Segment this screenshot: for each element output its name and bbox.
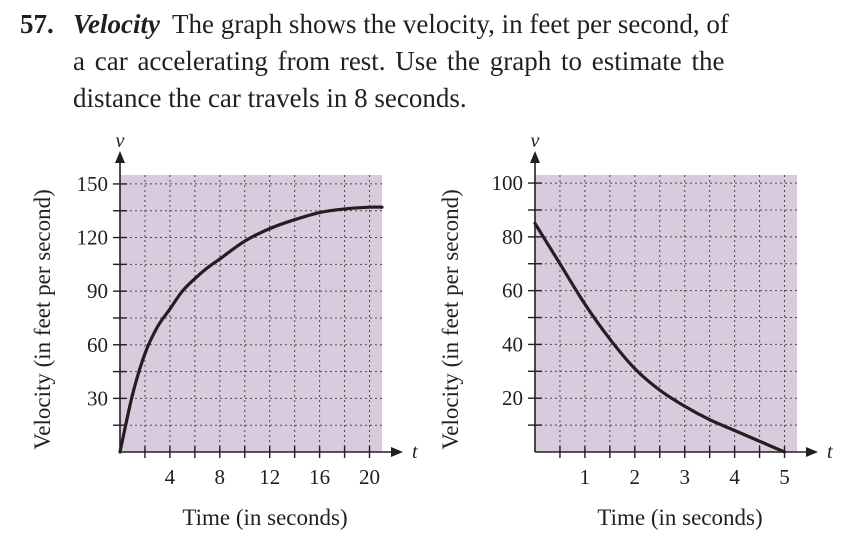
- x-axis-title: Time (in seconds): [597, 505, 762, 530]
- y-tick-label: 60: [502, 279, 523, 303]
- velocity-curve: [533, 221, 787, 454]
- chart-2: 1 2 3 4 5 20 40 60 80 100 t v Time (in seconds) Veloc…: [438, 130, 833, 530]
- plot-area: [120, 175, 382, 452]
- x-tick-label: 1: [580, 465, 591, 489]
- y-axis-arrow: [530, 151, 540, 163]
- y-tick-label: 90: [87, 279, 108, 303]
- velocity-curve: [118, 205, 384, 454]
- x-tick-label: 12: [259, 465, 280, 489]
- x-axis-variable: t: [412, 441, 418, 463]
- x-tick-label: 5: [779, 465, 790, 489]
- problem-number: 57.: [20, 9, 54, 39]
- y-axis-title: Velocity (in feet per second): [30, 189, 55, 450]
- x-axis-arrow: [806, 447, 818, 457]
- y-tick-label: 120: [77, 226, 109, 250]
- x-tick-label: 4: [729, 465, 740, 489]
- y-tick-label: 80: [502, 225, 523, 249]
- x-tick-label: 3: [679, 465, 690, 489]
- problem-text-1: The graph shows the velocity, in feet pe…: [171, 9, 729, 39]
- problem-line-2: a car accelerating from rest. Use the gr…: [73, 46, 725, 76]
- y-tick-label: 60: [87, 333, 108, 357]
- x-axis-title: Time (in seconds): [182, 505, 347, 530]
- grid: [535, 175, 797, 452]
- y-tick-label: 100: [492, 171, 524, 195]
- y-axis-variable: v: [531, 130, 540, 152]
- y-tick-label: 40: [502, 332, 523, 356]
- x-tick-label: 2: [630, 465, 641, 489]
- y-tick-label: 20: [502, 386, 523, 410]
- x-axis-arrow: [391, 447, 403, 457]
- plot-area: [535, 175, 797, 452]
- y-axis-arrow: [115, 151, 125, 163]
- problem-title: Velocity: [73, 9, 160, 39]
- x-tick-label: 8: [215, 465, 226, 489]
- y-axis-variable: v: [116, 130, 125, 152]
- x-tick-label: 16: [309, 465, 330, 489]
- y-tick-label: 30: [87, 386, 108, 410]
- x-axis-variable: t: [827, 441, 833, 463]
- x-tick-label: 20: [359, 465, 380, 489]
- y-axis-title: Velocity (in feet per second): [438, 189, 463, 450]
- x-tick-label: 4: [165, 465, 176, 489]
- problem-line-3: distance the car travels in 8 seconds.: [73, 83, 467, 113]
- y-tick-label: 150: [77, 172, 109, 196]
- problem-line-1: Velocity The graph shows the velocity, in…: [73, 6, 729, 42]
- chart-1: 4 8 12 16 20 30 60 90 120 150 t v Time (in seconds) V…: [30, 130, 418, 530]
